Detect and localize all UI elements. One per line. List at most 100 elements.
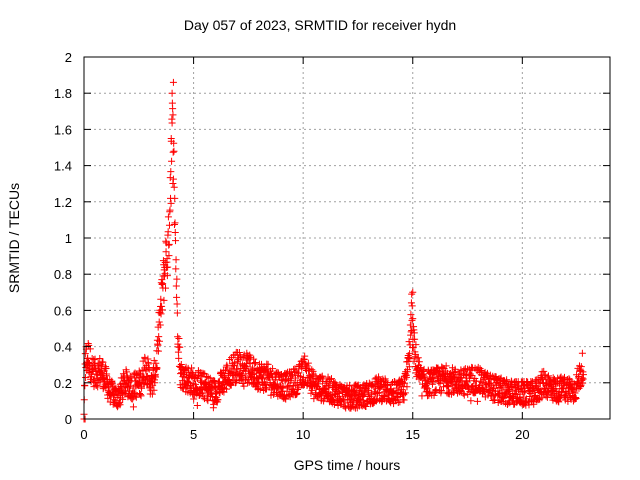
x-tick-label: 5 [190, 427, 197, 442]
data-point [406, 321, 414, 329]
data-point [167, 199, 175, 207]
data-point [387, 399, 395, 407]
data-point [173, 309, 181, 317]
data-point [223, 361, 231, 369]
data-point [165, 221, 173, 229]
data-point [456, 388, 464, 396]
y-tick-label: 0.2 [54, 376, 72, 391]
data-point [199, 393, 207, 401]
data-point [246, 359, 254, 367]
data-point [170, 183, 178, 191]
data-point [473, 397, 481, 405]
data-point [235, 348, 243, 356]
data-point [170, 147, 178, 155]
data-point [238, 371, 246, 379]
data-point [169, 111, 177, 119]
data-point [88, 354, 96, 362]
data-point [243, 362, 251, 370]
data-point [579, 371, 587, 379]
data-point [350, 403, 358, 411]
data-point [308, 386, 316, 394]
data-point [442, 362, 450, 370]
y-tick-label: 1 [65, 231, 72, 246]
data-point [172, 237, 180, 245]
data-point [169, 175, 177, 183]
data-point [157, 295, 165, 303]
data-point [447, 379, 455, 387]
data-point [402, 373, 410, 381]
data-point [460, 366, 468, 374]
data-point [169, 180, 177, 188]
data-point [150, 386, 158, 394]
data-point [430, 377, 438, 385]
data-point [91, 355, 99, 363]
data-point [478, 383, 486, 391]
y-tick-label: 0 [65, 412, 72, 427]
data-point [175, 354, 183, 362]
data-point [155, 318, 163, 326]
data-point [300, 355, 308, 363]
data-point [575, 372, 583, 380]
data-point [158, 306, 166, 314]
data-point [154, 347, 162, 355]
y-tick-label: 0.8 [54, 267, 72, 282]
data-point [177, 360, 185, 368]
data-point [454, 371, 462, 379]
data-point [409, 315, 417, 323]
data-point [102, 364, 110, 372]
data-point [158, 302, 166, 310]
data-point [116, 401, 124, 409]
data-point [353, 383, 361, 390]
data-point [171, 194, 179, 202]
data-point [164, 228, 172, 236]
data-point [168, 89, 176, 97]
data-point [565, 375, 573, 383]
data-point [408, 302, 416, 310]
data-point [145, 365, 153, 373]
y-tick-label: 2 [65, 50, 72, 65]
data-point [535, 378, 543, 386]
data-point [503, 376, 511, 384]
data-point [393, 393, 401, 401]
data-point [115, 400, 123, 408]
data-point [405, 338, 413, 346]
data-point [165, 241, 173, 249]
data-point [171, 229, 179, 237]
data-point [490, 384, 498, 392]
data-point [305, 365, 313, 373]
data-point [571, 395, 579, 403]
data-point [420, 365, 428, 373]
data-point [155, 337, 163, 345]
data-point [156, 321, 164, 329]
data-point [199, 389, 207, 397]
data-point [505, 387, 513, 395]
data-point [188, 364, 196, 372]
data-point [310, 395, 318, 403]
data-point [329, 396, 337, 404]
data-point [129, 403, 137, 411]
data-point [104, 394, 112, 402]
data-point [528, 388, 536, 396]
data-point [210, 377, 218, 385]
data-point [182, 383, 190, 391]
data-point [436, 380, 444, 388]
data-point [459, 389, 467, 397]
data-point [448, 380, 456, 388]
y-tick-label: 0.4 [54, 340, 72, 355]
data-point [169, 105, 177, 113]
data-point [169, 78, 177, 86]
data-point [172, 256, 180, 264]
data-point [165, 240, 173, 248]
data-point [160, 296, 168, 304]
data-point [460, 391, 468, 399]
y-tick-label: 1.6 [54, 122, 72, 137]
data-point [173, 275, 181, 283]
data-point [102, 363, 110, 371]
data-point [193, 401, 201, 409]
data-point [153, 365, 161, 373]
data-point [557, 389, 565, 397]
data-point [148, 390, 156, 398]
data-point [293, 389, 301, 397]
data-point [406, 355, 414, 363]
data-point [437, 387, 445, 395]
